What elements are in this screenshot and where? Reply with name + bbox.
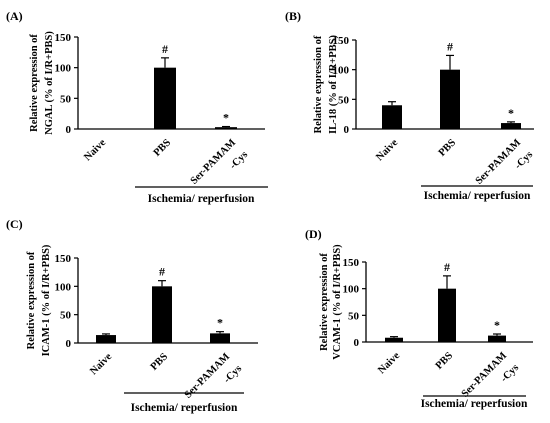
panel-d-significance-marker: # (444, 260, 450, 274)
panel-d-bar (438, 288, 456, 342)
panel-c-label: (C) (6, 217, 23, 231)
panel-c-category-label: Naive (88, 351, 114, 377)
panel-c-category-label: PBS (149, 351, 171, 373)
panel-d-category-label: Naive (376, 350, 402, 376)
panel-d-bar (385, 337, 403, 342)
panel-d-y-axis-label-line2: VCAM-1 (% of I/R+PBS) (332, 244, 343, 360)
panel-b-significance-marker: * (508, 106, 514, 120)
panel-b-category-label: Naive (374, 137, 400, 163)
panel-c-bar (96, 335, 116, 343)
panel-b-y-axis-label-line1: Relative expression of (313, 35, 324, 133)
panel-a-category-label: PBS (152, 137, 174, 159)
panel-a-y-tick-label: 100 (55, 63, 72, 75)
panel-a-category-label: Naive (82, 137, 108, 163)
panel-b-y-tick-label: 50 (338, 94, 350, 106)
panel-a-label: (A) (6, 9, 23, 23)
panel-d-label: (D) (305, 227, 322, 241)
panel-b-category-label: PBS (437, 137, 459, 159)
panel-c-y-tick-label: 150 (55, 253, 72, 265)
panel-a-bar (154, 67, 176, 129)
panel-a-bar (215, 127, 237, 129)
panel-c-y-axis-label-line2: ICAM-1 (% of I/R+PBS) (41, 244, 52, 356)
panel-b-y-tick-label: 150 (333, 35, 350, 47)
panel-c-category-label: -Cys (222, 363, 244, 385)
panel-a-significance-marker: * (223, 111, 229, 125)
panel-c-significance-marker: # (159, 265, 165, 279)
panel-b-label: (B) (285, 9, 301, 23)
panel-c-y-tick-label: 100 (55, 281, 72, 293)
panel-c-y-tick-label: 0 (66, 338, 72, 350)
panel-a-category-label: -Cys (228, 149, 250, 171)
panel-a-y-tick-label: 150 (55, 32, 72, 44)
panel-d-y-tick-label: 50 (348, 310, 360, 322)
panel-a-group-label: Ischemia/ reperfusion (148, 193, 255, 205)
panel-b-significance-marker: # (447, 39, 453, 53)
panel-d-significance-marker: * (494, 318, 500, 332)
panel-c-y-tick-label: 50 (60, 310, 72, 322)
panel-c-y-axis-label-line1: Relative expression of (26, 251, 37, 349)
panel-d-group-label: Ischemia/ reperfusion (421, 398, 528, 410)
panel-a-y-axis-label-line2: NGAL (% of I/R+PBS) (44, 31, 55, 135)
panel-d-bar (488, 335, 506, 342)
panel-b-y-tick-label: 0 (344, 124, 350, 136)
panel-b-y-axis-label-line2: IL-18 (% of I/R+PBS) (328, 34, 339, 134)
panel-b-bar (440, 69, 460, 129)
panel-a-significance-marker: # (162, 42, 168, 56)
panel-d-y-axis-label-line1: Relative expression of (319, 253, 330, 351)
panel-b-bar (501, 123, 521, 129)
panel-c-bar (210, 333, 230, 343)
panel-b-category-label: -Cys (513, 149, 535, 171)
panel-c-bar (152, 286, 172, 343)
panel-d-y-tick-label: 100 (343, 284, 360, 296)
panel-c-group-label: Ischemia/ reperfusion (131, 402, 238, 414)
panel-d-y-tick-label: 0 (354, 337, 360, 349)
panel-b-bar (382, 105, 402, 129)
panel-b-y-tick-label: 100 (333, 65, 350, 77)
panel-b-group-label: Ischemia/ reperfusion (424, 190, 531, 202)
panel-d-category-label: PBS (434, 350, 456, 372)
panel-a-y-tick-label: 50 (60, 93, 72, 105)
panel-d-y-tick-label: 150 (343, 257, 360, 269)
panel-a-y-tick-label: 0 (66, 124, 72, 136)
panel-a-y-axis-label-line1: Relative expression of (29, 34, 40, 132)
panel-d-category-label: -Cys (499, 362, 521, 384)
panel-c-significance-marker: * (217, 316, 223, 330)
